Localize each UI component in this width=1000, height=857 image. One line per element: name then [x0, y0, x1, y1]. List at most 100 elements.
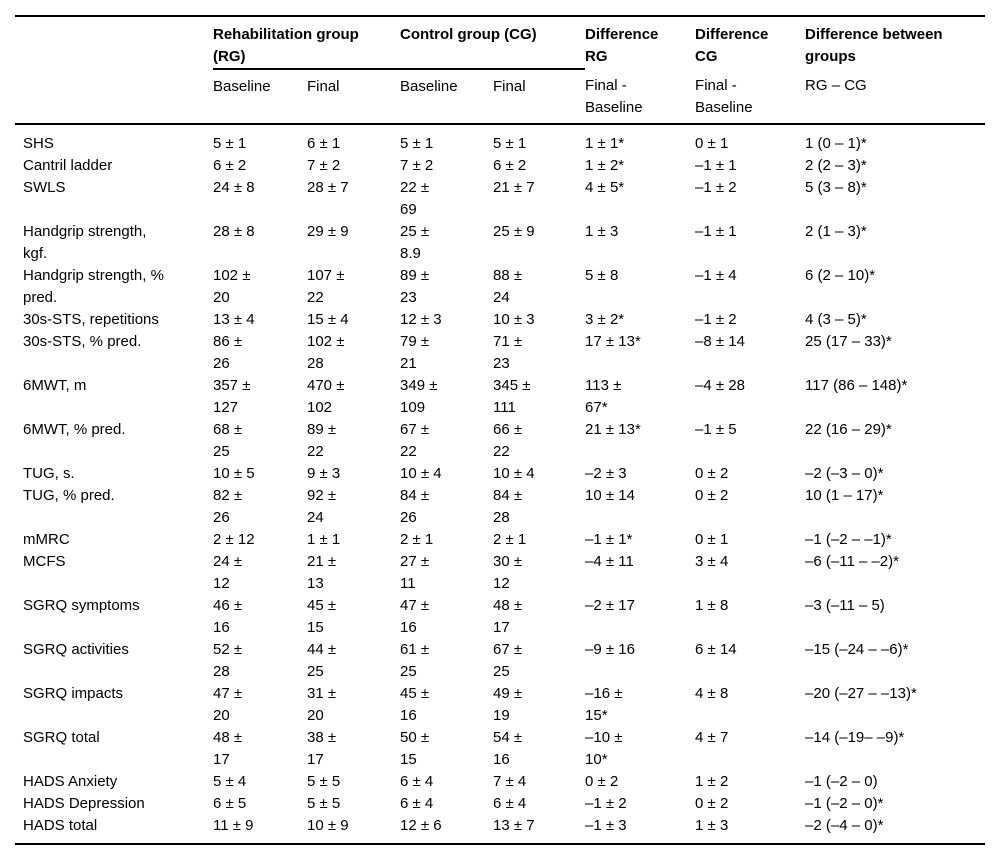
table-row: HADS Anxiety 5 ± 4 5 ± 5 6 ± 4 7 ± 4 0 ± 2 1 ±… — [15, 771, 985, 793]
table-cell: 48 ± 17 — [213, 729, 243, 768]
table-cell: 3 ± 2* — [585, 311, 625, 328]
table-cell: –1 ± 2 — [695, 179, 737, 196]
table-row: TUG, % pred. 82 ± 26 92 ± 24 84 ± 26 84 ± 28… — [15, 485, 985, 529]
table-cell: 10 ± 4 — [493, 465, 535, 482]
diff-rg-subheader: Final - Baseline — [585, 69, 696, 125]
table-row: SHS 5 ± 1 6 ± 1 5 ± 1 5 ± 1 1 ± 1* 0 ± 1 1 (0 –… — [15, 124, 985, 155]
table-cell: 10 (1 – 17)* — [805, 487, 884, 504]
table-cell: 50 ± 15 — [400, 729, 430, 768]
table-cell: 345 ± 111 — [493, 377, 531, 416]
table-cell: 29 ± 9 — [307, 223, 349, 240]
table-cell: 5 ± 4 — [213, 773, 247, 790]
table-cell: 45 ± 16 — [400, 685, 430, 724]
table-cell: 49 ± 19 — [493, 685, 523, 724]
table-cell: 357 ± 127 — [213, 377, 251, 416]
table-cell: –15 (–24 – –6)* — [805, 641, 909, 658]
table-row: 6MWT, m 357 ± 127 470 ± 102 349 ± 109 345 ± … — [15, 375, 985, 419]
table-cell: 2 ± 1 — [400, 531, 434, 548]
table-cell: 30 ± 12 — [493, 553, 523, 592]
table-cell: 1 ± 2* — [585, 157, 625, 174]
row-label: HADS Anxiety — [23, 773, 118, 790]
table-cell: 102 ± 20 — [213, 267, 251, 306]
table-cell: 47 ± 20 — [213, 685, 243, 724]
table-cell: –1 (–2 – 0) — [805, 773, 878, 790]
diff-cg-subheader: Final - Baseline — [695, 69, 806, 125]
cg-final-header: Final — [493, 69, 586, 125]
table-cell: 67 ± 22 — [400, 421, 430, 460]
row-label: SWLS — [23, 179, 66, 196]
table-cell: 22 (16 – 29)* — [805, 421, 892, 438]
table-cell: –1 ± 1 — [695, 223, 737, 240]
table-cell: 6 ± 5 — [213, 795, 247, 812]
table-cell: 107 ± 22 — [307, 267, 345, 306]
table-cell: 5 ± 5 — [307, 795, 341, 812]
table-row: HADS total 11 ± 9 10 ± 9 12 ± 6 13 ± 7 –1 ± 3… — [15, 815, 985, 844]
table-cell: –4 ± 11 — [585, 553, 634, 570]
cg-baseline-header: Baseline — [400, 69, 494, 125]
table-cell: 22 ± 69 — [400, 179, 430, 218]
table-row: TUG, s. 10 ± 5 9 ± 3 10 ± 4 10 ± 4 –2 ± 3 0 ± … — [15, 463, 985, 485]
table-cell: 89 ± 22 — [307, 421, 337, 460]
table-cell: 7 ± 2 — [400, 157, 434, 174]
difference-cg-header: Difference CG — [695, 26, 769, 65]
table-cell: 12 ± 3 — [400, 311, 442, 328]
table-cell: –8 ± 14 — [695, 333, 745, 350]
table-cell: 0 ± 1 — [695, 135, 729, 152]
table-cell: 1 ± 3 — [585, 223, 619, 240]
table-cell: 71 ± 23 — [493, 333, 523, 372]
table-cell: 11 ± 9 — [213, 817, 254, 834]
table-row: SGRQ symptoms 46 ± 16 45 ± 15 47 ± 16 48 ± 1… — [15, 595, 985, 639]
table-cell: –9 ± 16 — [585, 641, 635, 658]
table-cell: 1 ± 2 — [695, 773, 729, 790]
table-cell: –2 ± 3 — [585, 465, 627, 482]
table-cell: 10 ± 4 — [400, 465, 442, 482]
row-label: SGRQ symptoms — [23, 597, 140, 614]
table-cell: 1 ± 3 — [695, 817, 729, 834]
table-cell: 2 ± 1 — [493, 531, 527, 548]
table-cell: 84 ± 28 — [493, 487, 523, 526]
row-label: TUG, s. — [23, 465, 75, 482]
group-header-blank — [15, 16, 213, 69]
sub-header-blank — [15, 69, 213, 125]
table-cell: 54 ± 16 — [493, 729, 523, 768]
table-cell: 6 (2 – 10)* — [805, 267, 876, 284]
row-label: SGRQ impacts — [23, 685, 124, 702]
group-header-row: Rehabilitation group (RG) Control group … — [15, 16, 985, 70]
table-cell: 21 ± 7 — [493, 179, 535, 196]
table-cell: 21 ± 13* — [585, 421, 641, 438]
table-cell: 2 (1 – 3)* — [805, 223, 867, 240]
table-cell: 113 ± 67* — [585, 377, 622, 416]
table-cell: –1 ± 1* — [585, 531, 633, 548]
table-row: HADS Depression 6 ± 5 5 ± 5 6 ± 4 6 ± 4 –1 ± … — [15, 793, 985, 815]
sub-header-row: Baseline Final Baseline Final Final - Ba… — [15, 69, 986, 125]
table-row: SGRQ impacts 47 ± 20 31 ± 20 45 ± 16 49 ± 19… — [15, 683, 985, 727]
table-cell: 24 ± 8 — [213, 179, 255, 196]
table-cell: 0 ± 2 — [695, 487, 729, 504]
difference-between-groups-header: Difference between groups — [805, 26, 943, 65]
table-cell: 5 ± 5 — [307, 773, 341, 790]
table-cell: 13 ± 4 — [213, 311, 255, 328]
table-cell: 10 ± 14 — [585, 487, 635, 504]
table-cell: 0 ± 2 — [695, 795, 729, 812]
diff-groups-subheader: RG – CG — [805, 69, 986, 125]
table-row: 6MWT, % pred. 68 ± 25 89 ± 22 67 ± 22 66 ± 2… — [15, 419, 985, 463]
row-label: HADS Depression — [23, 795, 145, 812]
table-cell: 28 ± 8 — [213, 223, 255, 240]
table-cell: 6 ± 2 — [493, 157, 527, 174]
table-cell: 4 ± 8 — [695, 685, 729, 702]
table-cell: 6 ± 1 — [307, 135, 341, 152]
row-label: MCFS — [23, 553, 66, 570]
table-cell: 5 ± 1 — [400, 135, 434, 152]
table-cell: 61 ± 25 — [400, 641, 430, 680]
row-label: mMRC — [23, 531, 70, 548]
table-cell: 1 ± 1* — [585, 135, 625, 152]
table-cell: –20 (–27 – –13)* — [805, 685, 917, 702]
table-cell: 15 ± 4 — [307, 311, 349, 328]
table-cell: –6 (–11 – –2)* — [805, 553, 899, 570]
table-cell: 0 ± 1 — [695, 531, 729, 548]
cg-group-header: Control group (CG) — [400, 16, 586, 70]
table-row: Handgrip strength, % pred. 102 ± 20 107 ± … — [15, 265, 985, 309]
table-cell: 68 ± 25 — [213, 421, 243, 460]
table-cell: 12 ± 6 — [400, 817, 442, 834]
table-cell: 349 ± 109 — [400, 377, 438, 416]
